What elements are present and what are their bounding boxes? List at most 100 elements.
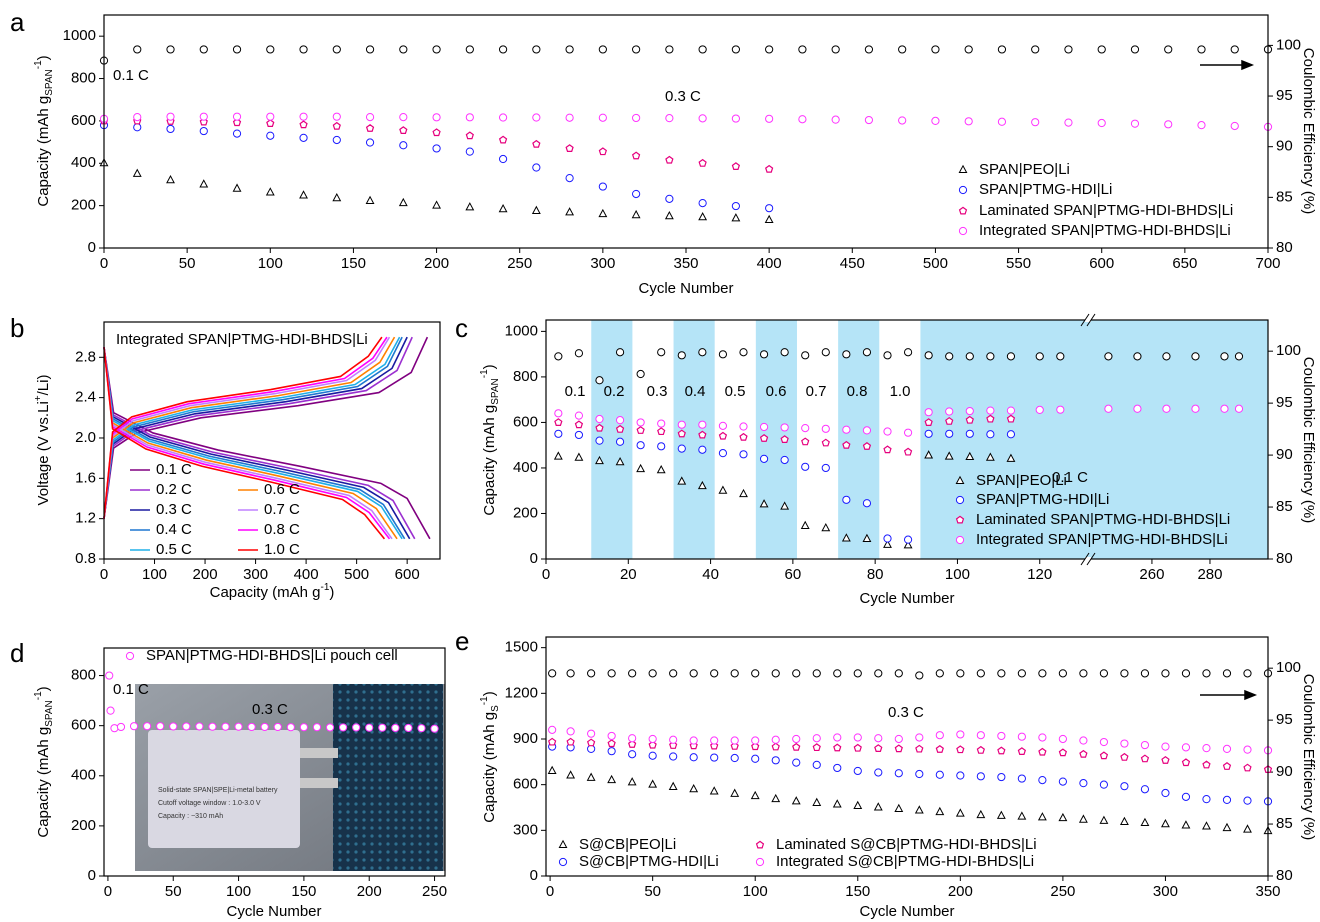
annotation: 0.4 <box>685 383 706 400</box>
point <box>132 168 142 177</box>
point <box>628 734 637 743</box>
point <box>636 418 645 427</box>
point <box>1161 755 1170 764</box>
legend-label: S@CB|PTMG-HDI|Li <box>579 853 719 870</box>
point <box>129 722 139 731</box>
tab <box>298 748 338 758</box>
point <box>883 427 892 436</box>
point <box>710 753 719 762</box>
point <box>615 437 625 446</box>
point <box>432 113 441 122</box>
y-axis-label: Capacity (mAh gSPAN-1) <box>479 364 501 515</box>
point <box>234 722 243 731</box>
point <box>465 113 474 122</box>
x-tick-label: 250 <box>507 255 532 272</box>
point <box>432 128 441 137</box>
point <box>864 115 874 125</box>
x-tick-label: 50 <box>165 883 182 900</box>
point <box>842 350 851 359</box>
point <box>1140 817 1150 827</box>
point <box>631 209 641 219</box>
point <box>378 723 387 732</box>
point <box>565 207 575 216</box>
y-tick-label: 0 <box>88 867 96 884</box>
point <box>595 436 604 445</box>
photo-label: Capacity : ~310 mAh <box>158 813 223 820</box>
point <box>1099 751 1109 760</box>
point <box>698 158 707 167</box>
point <box>853 800 863 809</box>
point <box>698 45 707 54</box>
point <box>874 744 883 752</box>
point <box>731 114 740 123</box>
point <box>607 731 616 741</box>
point <box>465 202 475 211</box>
point <box>709 786 719 795</box>
point <box>166 112 175 121</box>
point <box>574 349 584 358</box>
y-axis-label-sup: -1 <box>33 60 44 69</box>
point <box>166 45 175 54</box>
point <box>832 799 842 808</box>
point <box>195 722 204 731</box>
point <box>914 805 924 814</box>
point <box>903 428 913 437</box>
point <box>668 781 678 790</box>
led-board <box>333 684 443 871</box>
point <box>792 669 801 678</box>
point <box>332 135 341 145</box>
point <box>532 163 541 172</box>
point <box>915 733 924 742</box>
annotation: 0.3 C <box>252 701 288 718</box>
y-axis-label: Capacity (mAh gSPAN-1) <box>33 55 55 206</box>
point <box>631 151 641 160</box>
curve <box>103 336 413 519</box>
point <box>1220 352 1229 361</box>
legend-label: Laminated S@CB|PTMG-HDI-BHDS|Li <box>776 836 1037 853</box>
point <box>1222 762 1232 770</box>
point <box>771 735 780 744</box>
pouch-cell <box>148 730 300 848</box>
x-tick-label: 150 <box>291 883 316 900</box>
y-axis-label-part: Capacity (mAh g <box>481 712 498 823</box>
point <box>689 736 698 745</box>
point <box>986 406 995 415</box>
point <box>1161 742 1170 751</box>
x-tick-label: 300 <box>590 255 615 272</box>
x-tick-label: 200 <box>424 255 449 272</box>
point <box>677 429 686 438</box>
point <box>665 155 674 164</box>
y2-tick-label: 85 <box>1276 498 1293 515</box>
point <box>299 112 308 121</box>
curve <box>103 336 383 519</box>
annotation: 0.8 <box>847 383 868 400</box>
point <box>812 743 821 752</box>
point <box>1120 752 1129 761</box>
y-tick-label: 0 <box>530 867 538 884</box>
point <box>169 722 178 731</box>
y-tick-label: 1.2 <box>75 510 96 527</box>
point <box>976 669 985 678</box>
point <box>831 45 840 54</box>
point <box>232 118 242 127</box>
point <box>554 429 563 438</box>
x-tick-label: 80 <box>867 566 884 583</box>
axis-break-mark <box>1080 313 1090 327</box>
legend-label: 0.4 C <box>156 521 192 538</box>
x-tick-label: 150 <box>845 883 870 900</box>
point <box>898 45 907 54</box>
point <box>657 348 666 357</box>
point <box>266 119 275 127</box>
point <box>398 197 408 207</box>
point <box>565 113 574 122</box>
point <box>931 45 940 54</box>
annotation: 0.2 <box>604 383 625 400</box>
point <box>1234 352 1244 361</box>
point <box>299 133 308 142</box>
point <box>325 723 335 732</box>
point <box>391 723 400 733</box>
point <box>853 733 862 742</box>
point <box>498 113 508 122</box>
legend-label: 0.3 C <box>156 501 192 518</box>
